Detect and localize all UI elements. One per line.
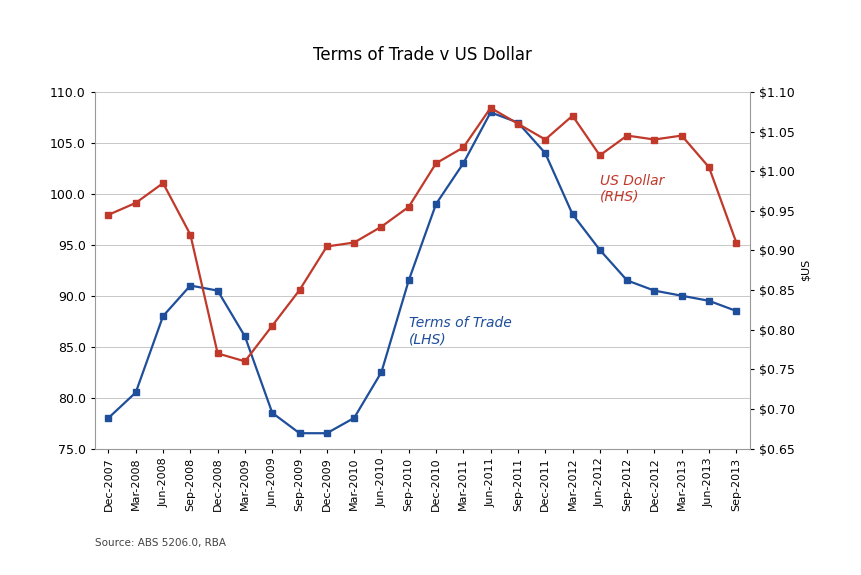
Text: Terms of Trade
(LHS): Terms of Trade (LHS) <box>408 316 511 347</box>
Title: Terms of Trade v US Dollar: Terms of Trade v US Dollar <box>313 46 531 64</box>
Text: US Dollar
(RHS): US Dollar (RHS) <box>599 174 664 204</box>
Y-axis label: $US: $US <box>800 259 810 281</box>
Text: Source: ABS 5206.0, RBA: Source: ABS 5206.0, RBA <box>95 538 226 548</box>
